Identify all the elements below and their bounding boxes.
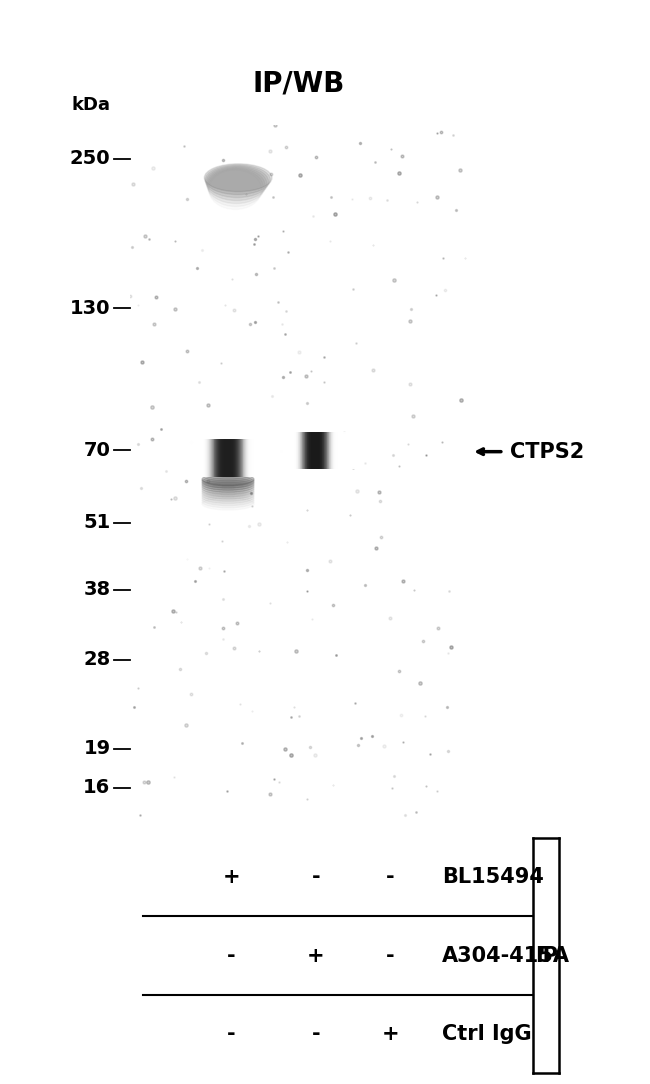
Ellipse shape <box>202 485 254 496</box>
Text: IP/WB: IP/WB <box>253 69 345 98</box>
Ellipse shape <box>202 476 254 488</box>
Ellipse shape <box>202 482 254 494</box>
Text: -: - <box>227 945 236 966</box>
Ellipse shape <box>202 474 254 486</box>
Text: 70: 70 <box>84 440 111 460</box>
Ellipse shape <box>207 168 265 204</box>
Ellipse shape <box>202 480 254 492</box>
Ellipse shape <box>208 169 263 206</box>
Ellipse shape <box>202 478 254 490</box>
Text: 28: 28 <box>83 650 111 669</box>
Text: kDa: kDa <box>72 95 110 114</box>
Ellipse shape <box>206 166 268 197</box>
Text: -: - <box>311 867 320 887</box>
Text: -: - <box>386 867 395 887</box>
Text: 130: 130 <box>70 299 111 318</box>
Ellipse shape <box>204 164 272 192</box>
Text: -: - <box>386 945 395 966</box>
Text: 19: 19 <box>83 739 111 758</box>
Text: IP: IP <box>535 945 558 966</box>
Ellipse shape <box>207 167 267 201</box>
Text: 51: 51 <box>83 513 111 532</box>
Ellipse shape <box>202 487 254 499</box>
Text: +: + <box>222 867 240 887</box>
Text: Ctrl IgG: Ctrl IgG <box>442 1024 532 1044</box>
Text: CTPS2: CTPS2 <box>510 441 584 462</box>
Text: 250: 250 <box>70 150 111 168</box>
Text: -: - <box>227 1024 236 1044</box>
Ellipse shape <box>202 489 254 501</box>
Text: 38: 38 <box>83 580 111 599</box>
Text: -: - <box>311 1024 320 1044</box>
Ellipse shape <box>205 165 270 194</box>
Text: 16: 16 <box>83 778 111 798</box>
Text: BL15494: BL15494 <box>442 867 544 887</box>
Text: +: + <box>307 945 325 966</box>
Text: A304-415A: A304-415A <box>442 945 570 966</box>
Text: +: + <box>382 1024 399 1044</box>
